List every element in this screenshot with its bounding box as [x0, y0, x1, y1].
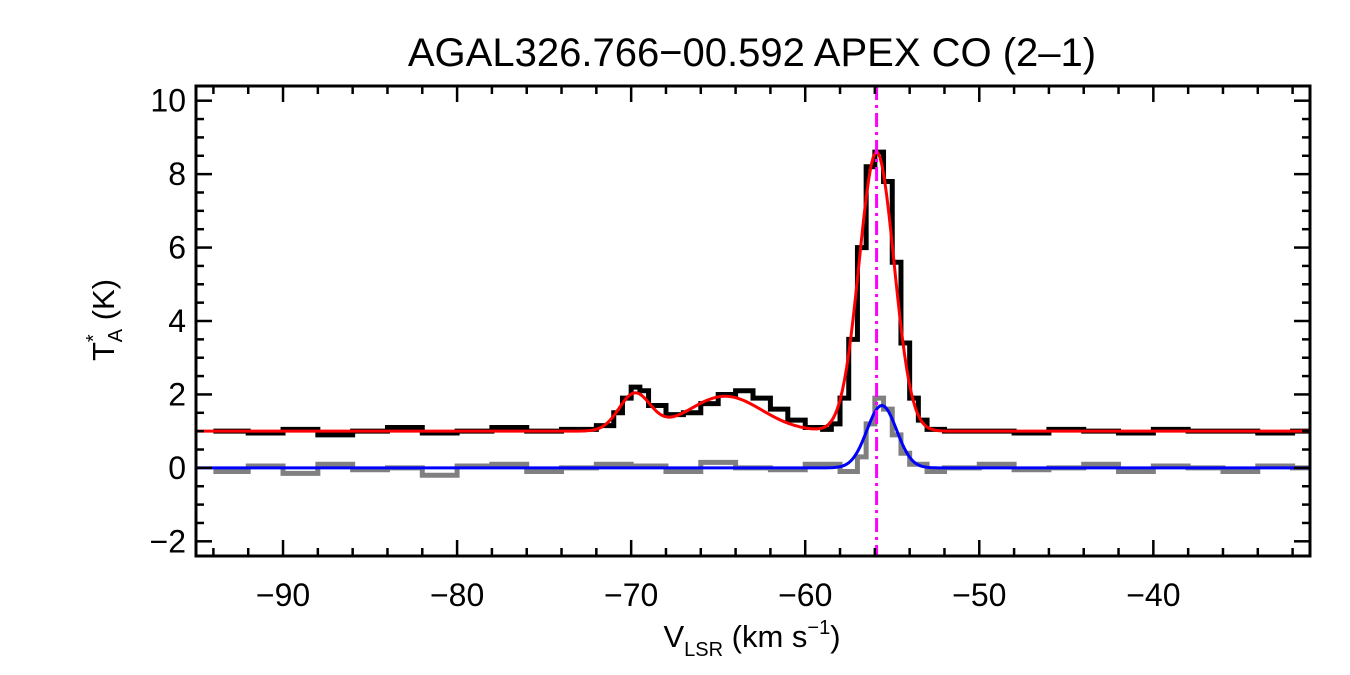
y-axis-label-group: T*A (K)	[83, 279, 127, 361]
x-tick-label: −70	[604, 577, 658, 613]
plot-frame	[194, 84, 1312, 558]
x-axis-label-rest: (km s	[723, 619, 807, 654]
y-axis-label-main: T	[86, 342, 121, 361]
chart-title: AGAL326.766−00.592 APEX CO (2–1)	[408, 31, 1096, 75]
y-axis-label-rest: (K)	[86, 279, 121, 329]
x-tick-label: −90	[256, 577, 310, 613]
x-axis-label-main: V	[663, 619, 684, 654]
axis-ticks: −90 −80 −70 −60 −50 −40 −2 0 2 4 6 8 10	[150, 83, 1310, 613]
spectrum-series-2	[213, 395, 1310, 478]
y-tick-label: 0	[168, 450, 186, 486]
fit-curve-1	[196, 151, 1310, 433]
plot-curves	[196, 86, 1310, 556]
y-axis-label-sup: *	[83, 334, 105, 342]
y-tick-label: 8	[168, 156, 186, 192]
spectrum-series-0	[213, 149, 1310, 438]
y-tick-label: 6	[168, 230, 186, 266]
x-tick-label: −60	[778, 577, 832, 613]
x-axis-label-sup: −1	[807, 617, 830, 639]
x-tick-label: −40	[1126, 577, 1180, 613]
x-tick-label: −80	[430, 577, 484, 613]
y-axis-label-sub: A	[105, 328, 127, 342]
y-tick-label: 2	[168, 376, 186, 412]
x-tick-label: −50	[952, 577, 1006, 613]
y-tick-label: 10	[150, 83, 186, 119]
fit-curve-3	[196, 403, 1310, 470]
y-tick-label: −2	[150, 523, 186, 559]
y-tick-label: 4	[168, 303, 186, 339]
x-axis-label: VLSR (km s−1)	[663, 617, 840, 661]
y-axis-label: T*A (K)	[83, 279, 127, 361]
x-axis-label-sub: LSR	[684, 639, 723, 661]
x-axis-label-close: )	[830, 619, 840, 654]
